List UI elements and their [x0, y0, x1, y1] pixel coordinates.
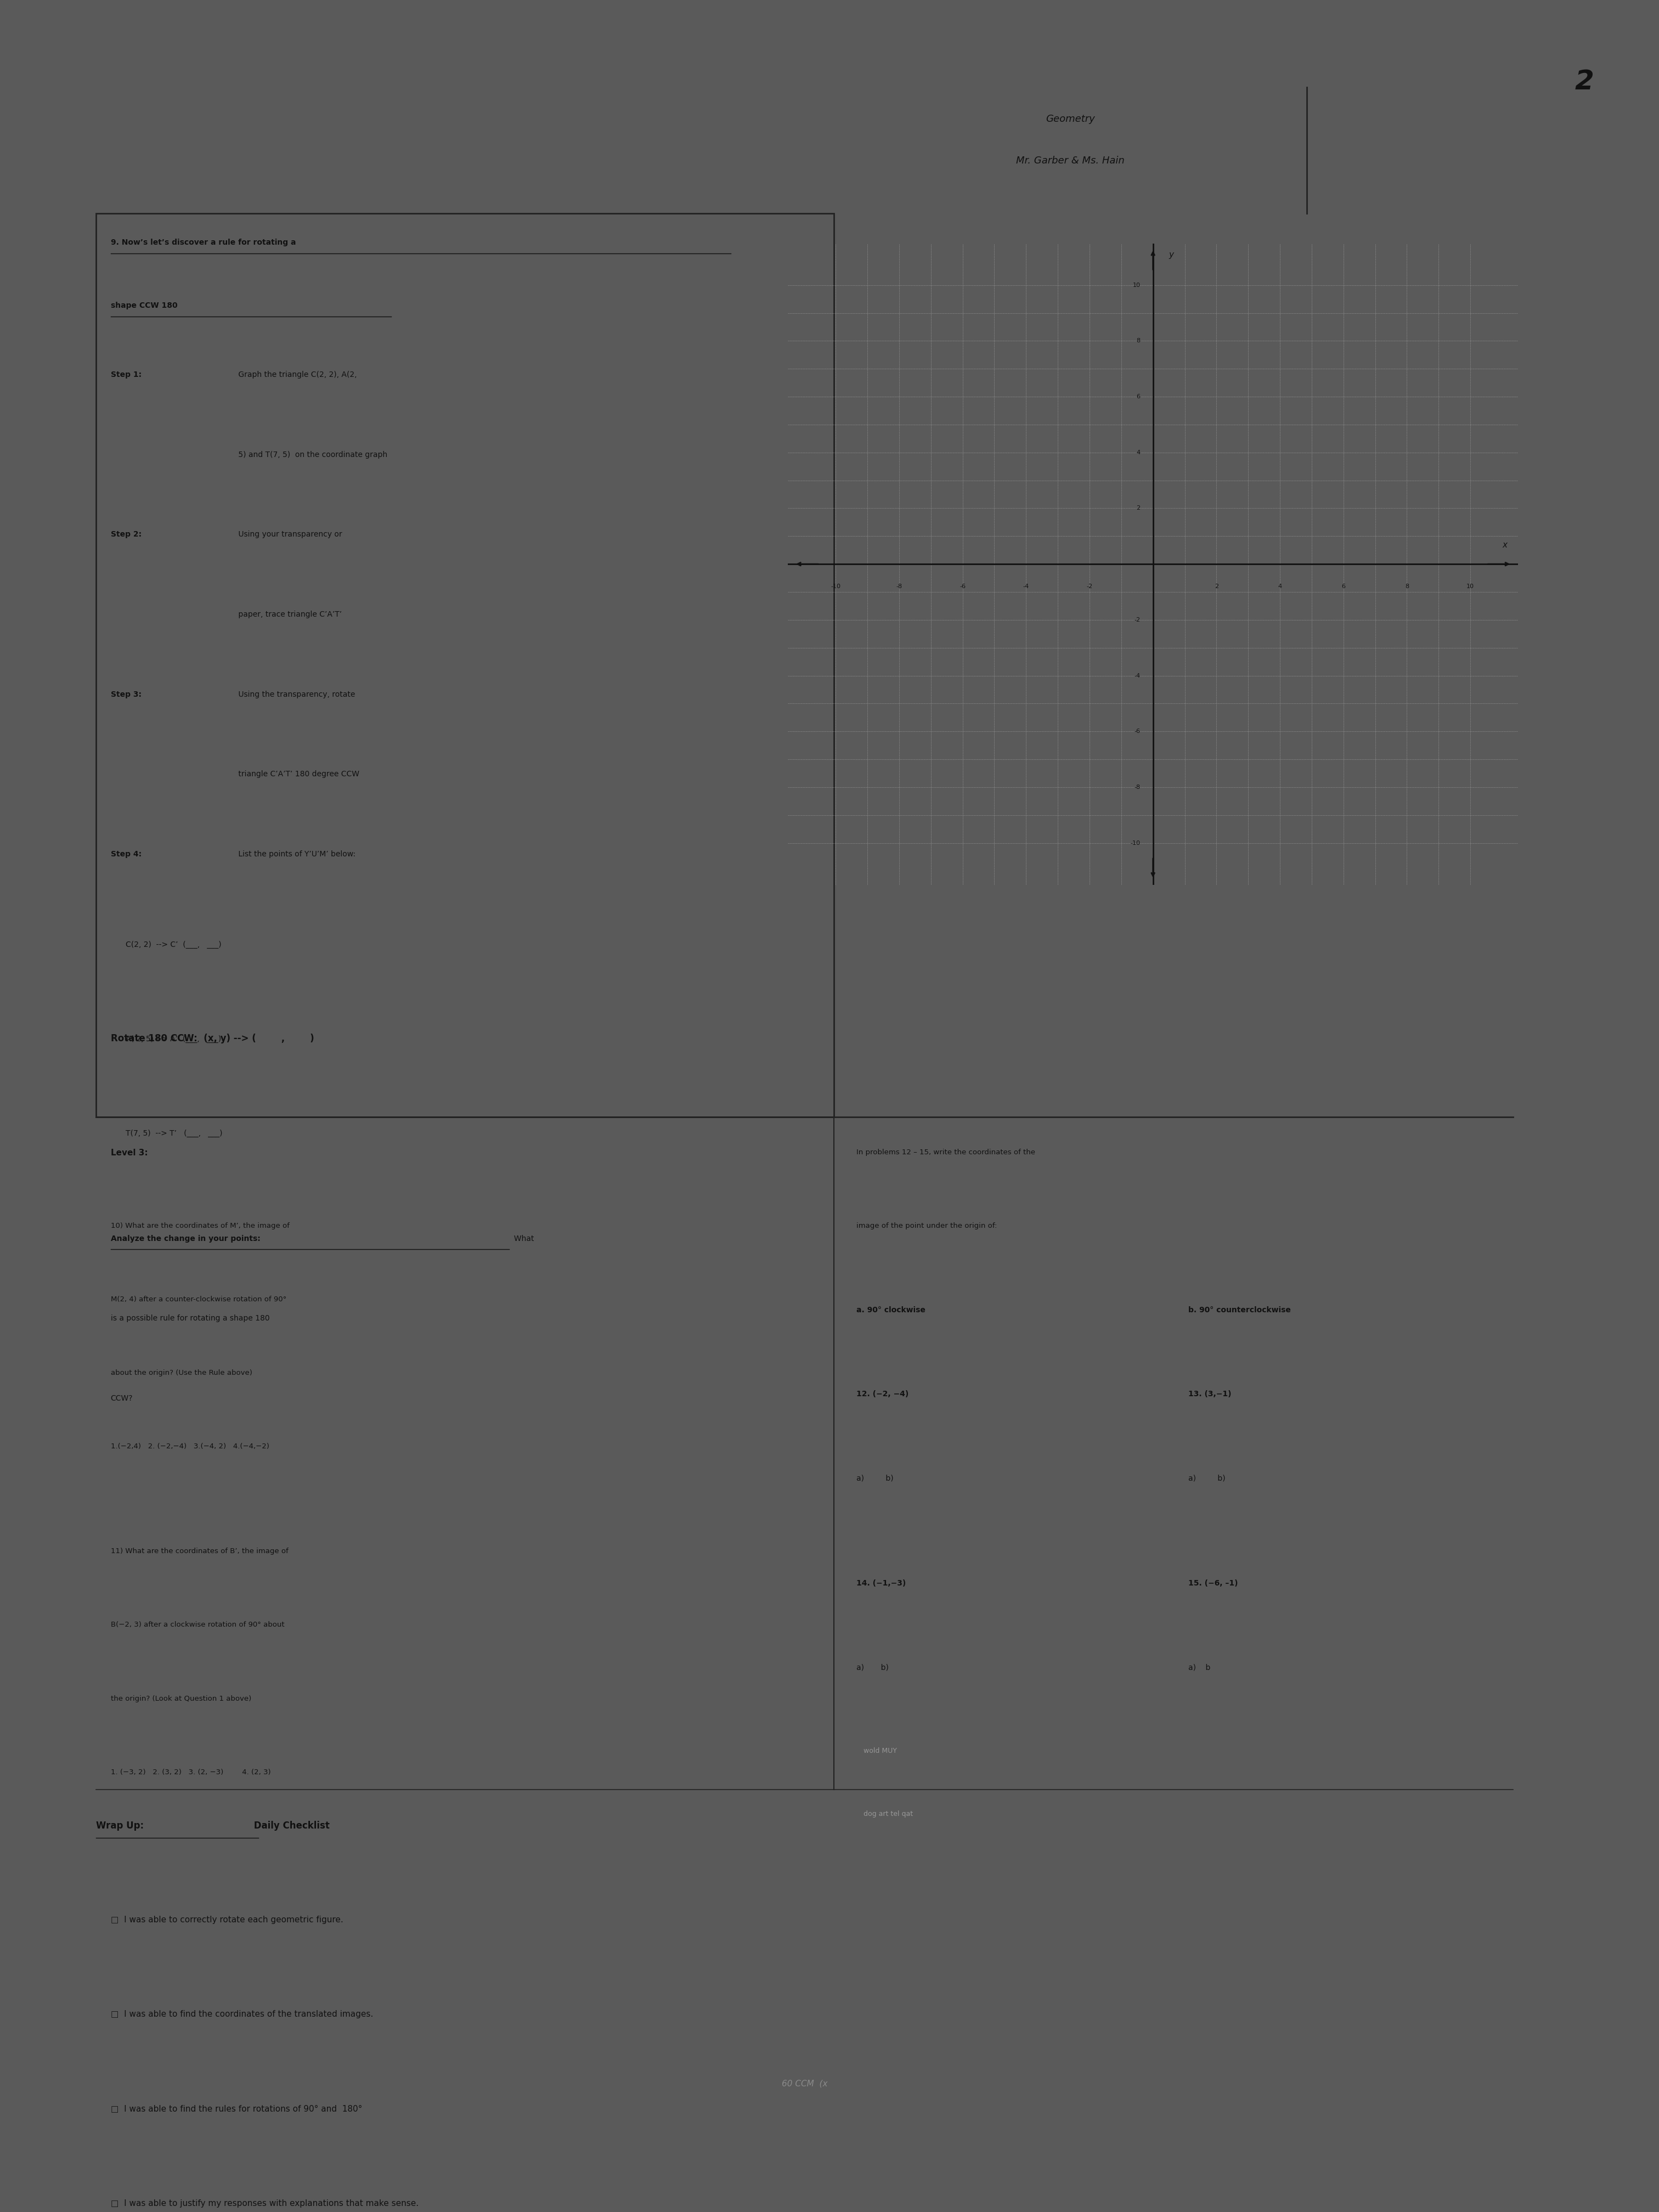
Text: C(2, 2)  --> C’  (___,   ___): C(2, 2) --> C’ (___, ___): [126, 940, 221, 949]
Text: triangle C’A’T’ 180 degree CCW: triangle C’A’T’ 180 degree CCW: [236, 770, 360, 779]
Text: 6: 6: [1342, 584, 1345, 588]
Text: 5) and T(7, 5)  on the coordinate graph: 5) and T(7, 5) on the coordinate graph: [236, 451, 388, 458]
Text: B(−2, 3) after a clockwise rotation of 90° about: B(−2, 3) after a clockwise rotation of 9…: [111, 1621, 284, 1628]
Text: 11) What are the coordinates of B’, the image of: 11) What are the coordinates of B’, the …: [111, 1548, 289, 1555]
Text: -2: -2: [1135, 617, 1140, 622]
Text: a. 90° clockwise: a. 90° clockwise: [856, 1305, 926, 1314]
Text: 15. (−6, –1): 15. (−6, –1): [1188, 1579, 1238, 1586]
Text: 60 CCM  (x: 60 CCM (x: [781, 2079, 828, 2088]
Text: a)         b): a) b): [1188, 1473, 1226, 1482]
Text: Step 3:: Step 3:: [111, 690, 141, 699]
Text: 12. (−2, −4): 12. (−2, −4): [856, 1391, 909, 1398]
Text: wold MUY: wold MUY: [864, 1747, 898, 1754]
Text: Step 4:: Step 4:: [111, 849, 141, 858]
Text: paper, trace triangle C’A’T’: paper, trace triangle C’A’T’: [236, 611, 342, 619]
Text: about the origin? (Use the Rule above): about the origin? (Use the Rule above): [111, 1369, 252, 1376]
Text: Using the transparency, rotate: Using the transparency, rotate: [236, 690, 355, 699]
Text: 4: 4: [1136, 449, 1140, 456]
Bar: [96, 215, 834, 1117]
Text: -8: -8: [896, 584, 902, 588]
Text: -8: -8: [1135, 785, 1140, 790]
Text: y: y: [1170, 250, 1175, 259]
Text: □  I was able to find the coordinates of the translated images.: □ I was able to find the coordinates of …: [111, 2011, 373, 2017]
Text: -4: -4: [1024, 584, 1029, 588]
Text: a)    b: a) b: [1188, 1663, 1211, 1670]
Text: 2: 2: [1574, 69, 1594, 95]
Text: -10: -10: [831, 584, 841, 588]
Text: Step 1:: Step 1:: [111, 372, 141, 378]
Text: dog art tel qat: dog art tel qat: [864, 1809, 912, 1818]
Text: Rotate 180 CCW:  (x, y) --> (        ,        ): Rotate 180 CCW: (x, y) --> ( , ): [111, 1033, 314, 1044]
Text: 8: 8: [1405, 584, 1408, 588]
Text: 2: 2: [1136, 507, 1140, 511]
Text: 10: 10: [1133, 283, 1140, 288]
Text: 8: 8: [1136, 338, 1140, 343]
Text: Geometry: Geometry: [1045, 115, 1095, 124]
Text: Daily Checklist: Daily Checklist: [251, 1820, 330, 1832]
Text: the origin? (Look at Question 1 above): the origin? (Look at Question 1 above): [111, 1694, 251, 1701]
Text: b. 90° counterclockwise: b. 90° counterclockwise: [1188, 1305, 1291, 1314]
Text: a)       b): a) b): [856, 1663, 889, 1670]
Text: □  I was able to find the rules for rotations of 90° and  180°: □ I was able to find the rules for rotat…: [111, 2106, 362, 2112]
Text: 1.(−2,4)   2. (−2,−4)   3.(−4, 2)   4.(−4,−2): 1.(−2,4) 2. (−2,−4) 3.(−4, 2) 4.(−4,−2): [111, 1442, 269, 1449]
Text: Step 2:: Step 2:: [111, 531, 141, 538]
Text: 2: 2: [1214, 584, 1218, 588]
Text: 13. (3,−1): 13. (3,−1): [1188, 1391, 1231, 1398]
Text: Wrap Up:: Wrap Up:: [96, 1820, 144, 1832]
Text: 10) What are the coordinates of M’, the image of: 10) What are the coordinates of M’, the …: [111, 1221, 289, 1230]
Text: -10: -10: [1130, 841, 1140, 845]
Text: -4: -4: [1135, 672, 1140, 679]
Text: CCW?: CCW?: [111, 1394, 133, 1402]
Text: Level 3:: Level 3:: [111, 1148, 148, 1157]
Text: 6: 6: [1136, 394, 1140, 400]
Text: T(7, 5)  --> T’   (___,   ___): T(7, 5) --> T’ (___, ___): [126, 1130, 222, 1137]
Text: 1. (−3, 2)   2. (3, 2)   3. (2, −3)        4. (2, 3): 1. (−3, 2) 2. (3, 2) 3. (2, −3) 4. (2, 3…: [111, 1770, 270, 1776]
Text: image of the point under the origin of:: image of the point under the origin of:: [856, 1221, 997, 1230]
Text: Using your transparency or: Using your transparency or: [236, 531, 342, 538]
Text: M(2, 4) after a counter-clockwise rotation of 90°: M(2, 4) after a counter-clockwise rotati…: [111, 1296, 287, 1303]
Text: List the points of Y’U’M’ below:: List the points of Y’U’M’ below:: [236, 849, 355, 858]
Text: □  I was able to justify my responses with explanations that make sense.: □ I was able to justify my responses wit…: [111, 2199, 418, 2208]
Text: □  I was able to correctly rotate each geometric figure.: □ I was able to correctly rotate each ge…: [111, 1916, 343, 1924]
Text: 10: 10: [1467, 584, 1475, 588]
Text: -2: -2: [1087, 584, 1093, 588]
Text: Mr. Garber & Ms. Hain: Mr. Garber & Ms. Hain: [1017, 157, 1125, 166]
Text: 14. (−1,−3): 14. (−1,−3): [856, 1579, 906, 1586]
Text: shape CCW 180: shape CCW 180: [111, 301, 178, 310]
Text: Analyze the change in your points:: Analyze the change in your points:: [111, 1234, 260, 1243]
Text: A( 2, 5) --> A’  (___,   ___): A( 2, 5) --> A’ (___, ___): [126, 1035, 221, 1042]
Text: x: x: [1501, 540, 1506, 549]
Text: Graph the triangle C(2, 2), A(2,: Graph the triangle C(2, 2), A(2,: [236, 372, 357, 378]
Text: In problems 12 – 15, write the coordinates of the: In problems 12 – 15, write the coordinat…: [856, 1148, 1035, 1155]
Text: 9. Now’s let’s discover a rule for rotating a: 9. Now’s let’s discover a rule for rotat…: [111, 239, 295, 246]
Text: 4: 4: [1277, 584, 1282, 588]
Text: -6: -6: [959, 584, 966, 588]
Text: -6: -6: [1135, 728, 1140, 734]
Text: a)         b): a) b): [856, 1473, 894, 1482]
Text: What: What: [509, 1234, 534, 1243]
Text: is a possible rule for rotating a shape 180: is a possible rule for rotating a shape …: [111, 1314, 269, 1323]
